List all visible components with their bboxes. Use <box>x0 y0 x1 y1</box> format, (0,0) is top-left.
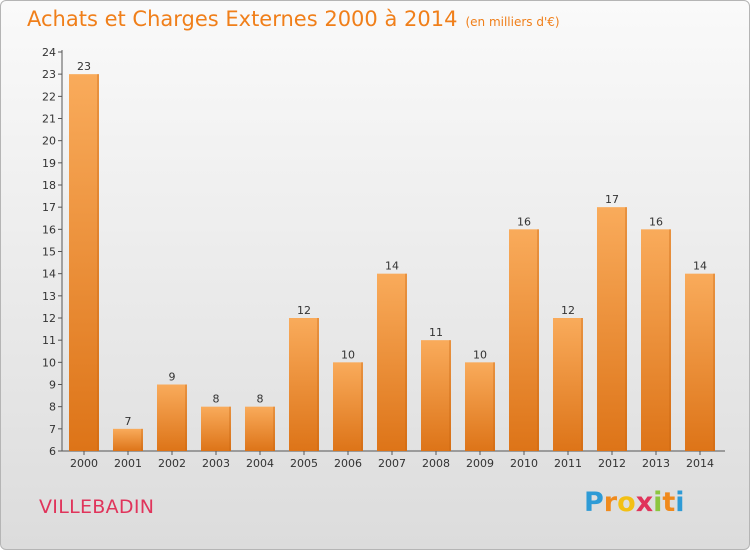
x-tick-label: 2012 <box>598 457 626 470</box>
y-tick-label: 9 <box>49 379 56 392</box>
bar-edge <box>581 318 583 451</box>
logo-letter: x <box>635 487 654 518</box>
bar <box>465 362 495 451</box>
logo-letter: P <box>584 487 604 518</box>
y-axis: 6 7 8 9 10 11 12 13 14 15 16 17 18 19 20 21 22 23 24 <box>42 46 63 458</box>
y-tick-label: 11 <box>42 334 56 347</box>
y-tick-label: 19 <box>42 157 56 170</box>
x-tick-label: 2000 <box>70 457 98 470</box>
y-tick-label: 22 <box>42 90 56 103</box>
x-tick-label: 2013 <box>642 457 670 470</box>
bar <box>377 273 407 451</box>
logo-letter: i <box>653 487 663 518</box>
bar-value-label: 16 <box>517 215 531 228</box>
y-tick-label: 13 <box>42 290 56 303</box>
bar <box>201 406 231 451</box>
bar-value-label: 11 <box>429 326 443 339</box>
bar <box>509 229 539 451</box>
bar-edge <box>625 207 627 451</box>
bar-edge <box>405 273 407 451</box>
logo-letter: o <box>617 487 636 518</box>
bar-edge <box>537 229 539 451</box>
y-tick-label: 20 <box>42 135 56 148</box>
logo-letter: i <box>675 487 685 518</box>
x-tick-label: 2009 <box>466 457 494 470</box>
bar-value-label: 8 <box>213 393 220 406</box>
x-tick-label: 2001 <box>114 457 142 470</box>
bar-value-label: 7 <box>125 415 132 428</box>
x-tick-label: 2005 <box>290 457 318 470</box>
chart-subtitle: (en milliers d'€) <box>465 15 560 29</box>
bar <box>421 340 451 451</box>
place-name: VILLEBADIN <box>39 496 155 518</box>
bar-value-label: 10 <box>473 348 487 361</box>
proxiti-logo: Proxiti <box>584 487 685 518</box>
x-tick-label: 2010 <box>510 457 538 470</box>
x-tick-label: 2002 <box>158 457 186 470</box>
y-tick-label: 14 <box>42 268 56 281</box>
bar-value-label: 23 <box>77 60 91 73</box>
bar-value-label: 8 <box>257 393 264 406</box>
bar-edge <box>185 384 187 451</box>
bar-edge <box>229 406 231 451</box>
bar-value-label: 14 <box>693 260 707 273</box>
y-tick-label: 7 <box>49 423 56 436</box>
bar-value-label: 12 <box>297 304 311 317</box>
bars-group: 23 7 9 8 8 12 10 14 11 10 16 12 17 16 14 <box>69 60 715 452</box>
logo-letter: t <box>662 487 676 518</box>
bar-value-label: 14 <box>385 260 399 273</box>
y-tick-label: 23 <box>42 68 56 81</box>
y-tick-label: 16 <box>42 223 56 236</box>
x-tick-label: 2003 <box>202 457 230 470</box>
bar-edge <box>141 428 143 451</box>
bar <box>597 207 627 451</box>
y-tick-label: 15 <box>42 246 56 259</box>
bar-edge <box>273 406 275 451</box>
bar <box>553 318 583 451</box>
bar-edge <box>97 74 99 452</box>
bar-edge <box>317 318 319 451</box>
bar-edge <box>713 273 715 451</box>
bar-value-label: 12 <box>561 304 575 317</box>
x-tick-label: 2007 <box>378 457 406 470</box>
bar-edge <box>493 362 495 451</box>
y-tick-label: 18 <box>42 179 56 192</box>
y-tick-label: 8 <box>49 401 56 414</box>
y-tick-label: 12 <box>42 312 56 325</box>
y-tick-label: 24 <box>42 46 56 59</box>
logo-letter: r <box>603 487 618 518</box>
bar <box>69 74 99 452</box>
bar-value-label: 9 <box>169 371 176 384</box>
bar <box>245 406 275 451</box>
y-tick-label: 10 <box>42 356 56 369</box>
chart-title: Achats et Charges Externes 2000 à 2014 (e… <box>27 7 560 31</box>
bar-edge <box>669 229 671 451</box>
y-tick-label: 6 <box>49 445 56 458</box>
bar <box>641 229 671 451</box>
bar-value-label: 17 <box>605 193 619 206</box>
chart-title-text: Achats et Charges Externes 2000 à 2014 <box>27 7 458 31</box>
bar <box>113 428 143 451</box>
x-tick-label: 2004 <box>246 457 274 470</box>
x-tick-label: 2006 <box>334 457 362 470</box>
bar-edge <box>449 340 451 451</box>
x-tick-label: 2011 <box>554 457 582 470</box>
bar-value-label: 10 <box>341 348 355 361</box>
bar <box>289 318 319 451</box>
y-tick-label: 21 <box>42 113 56 126</box>
bar-edge <box>361 362 363 451</box>
x-tick-label: 2014 <box>686 457 714 470</box>
bar-value-label: 16 <box>649 215 663 228</box>
x-tick-label: 2008 <box>422 457 450 470</box>
bar <box>685 273 715 451</box>
bar <box>157 384 187 451</box>
y-tick-label: 17 <box>42 201 56 214</box>
x-axis: 2000 2001 2002 2003 2004 2005 2006 2007 2008 2009… <box>62 450 725 470</box>
bar <box>333 362 363 451</box>
